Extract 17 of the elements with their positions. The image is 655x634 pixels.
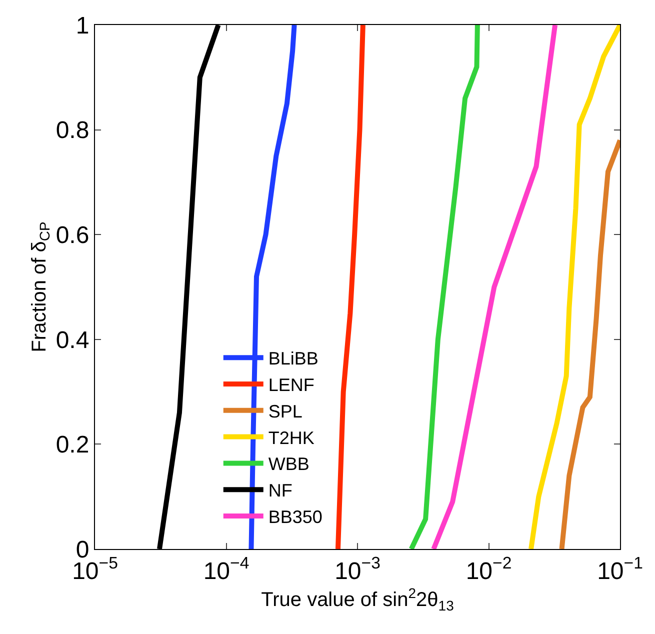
y-tick-label: 0.2 <box>56 432 90 459</box>
legend-label: NF <box>268 480 292 501</box>
y-tick-label: 1 <box>76 12 90 40</box>
legend-label: LENF <box>268 375 314 396</box>
x-tick-label: 10$^{−3}$ <box>334 554 380 585</box>
legend-label: T2HK <box>268 428 314 448</box>
x-tick-label: 10$^{−4}$ <box>203 554 250 585</box>
y-tick-label: 0.8 <box>56 117 90 144</box>
x-tick-label: 10$^{−1}$ <box>597 554 643 585</box>
x-axis-title: True value of sin$^{2}$2θ$_{13}$ <box>261 584 454 614</box>
legend-label: BB350 <box>268 507 322 528</box>
x-tick-label: 10$^{−2}$ <box>466 554 512 585</box>
legend-label: BLiBB <box>268 348 318 369</box>
legend-label: WBB <box>268 454 310 474</box>
legend-label: SPL <box>268 401 302 422</box>
y-tick-label: 0.4 <box>56 326 90 354</box>
y-tick-label: 0.6 <box>56 222 90 249</box>
